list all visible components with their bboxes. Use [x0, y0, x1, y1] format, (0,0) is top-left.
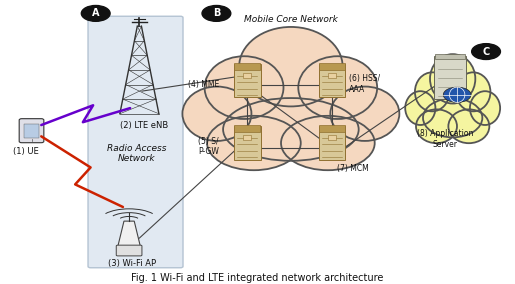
Ellipse shape: [239, 27, 342, 107]
Ellipse shape: [449, 109, 489, 143]
Polygon shape: [118, 221, 141, 247]
Ellipse shape: [456, 72, 490, 111]
Text: (7) MCM: (7) MCM: [337, 164, 369, 173]
Circle shape: [202, 5, 231, 21]
Ellipse shape: [430, 54, 475, 104]
Ellipse shape: [281, 116, 375, 170]
FancyBboxPatch shape: [319, 63, 345, 70]
Text: (1) UE: (1) UE: [13, 147, 39, 156]
FancyBboxPatch shape: [234, 64, 261, 97]
Ellipse shape: [330, 87, 399, 141]
FancyBboxPatch shape: [319, 126, 346, 160]
Ellipse shape: [182, 87, 251, 141]
Text: Radio Access
Network: Radio Access Network: [107, 144, 166, 163]
FancyBboxPatch shape: [88, 16, 183, 268]
Text: (8) Application
Server: (8) Application Server: [417, 129, 473, 149]
Circle shape: [81, 5, 110, 21]
Text: A: A: [92, 9, 99, 18]
Ellipse shape: [423, 98, 483, 137]
Ellipse shape: [204, 56, 283, 119]
Text: (4) MME: (4) MME: [188, 80, 219, 89]
FancyBboxPatch shape: [24, 124, 40, 138]
Ellipse shape: [415, 72, 450, 111]
Text: (3) Wi-Fi AP: (3) Wi-Fi AP: [108, 259, 156, 268]
Circle shape: [443, 87, 471, 103]
Circle shape: [472, 44, 501, 59]
FancyBboxPatch shape: [319, 125, 345, 132]
Ellipse shape: [416, 109, 457, 143]
FancyBboxPatch shape: [234, 126, 261, 160]
FancyBboxPatch shape: [435, 56, 466, 99]
Text: C: C: [483, 47, 490, 57]
FancyBboxPatch shape: [243, 135, 251, 140]
FancyBboxPatch shape: [116, 245, 142, 256]
Ellipse shape: [207, 116, 301, 170]
Text: Fig. 1 Wi-Fi and LTE integrated network architecture: Fig. 1 Wi-Fi and LTE integrated network …: [131, 273, 384, 283]
FancyBboxPatch shape: [436, 54, 465, 59]
Ellipse shape: [223, 98, 358, 161]
FancyBboxPatch shape: [328, 135, 336, 140]
FancyBboxPatch shape: [319, 64, 346, 97]
FancyBboxPatch shape: [328, 73, 336, 78]
Text: Mobile Core Network: Mobile Core Network: [244, 14, 338, 24]
Ellipse shape: [470, 91, 500, 125]
Ellipse shape: [405, 91, 435, 125]
Text: (5) S/
P-GW: (5) S/ P-GW: [198, 137, 219, 156]
FancyBboxPatch shape: [19, 119, 44, 143]
Ellipse shape: [298, 56, 377, 119]
FancyBboxPatch shape: [243, 73, 251, 78]
Text: (2) LTE eNB: (2) LTE eNB: [121, 121, 168, 130]
Text: B: B: [213, 9, 220, 18]
Text: (6) HSS/
AAA: (6) HSS/ AAA: [349, 74, 380, 94]
FancyBboxPatch shape: [234, 63, 260, 70]
FancyBboxPatch shape: [234, 125, 260, 132]
